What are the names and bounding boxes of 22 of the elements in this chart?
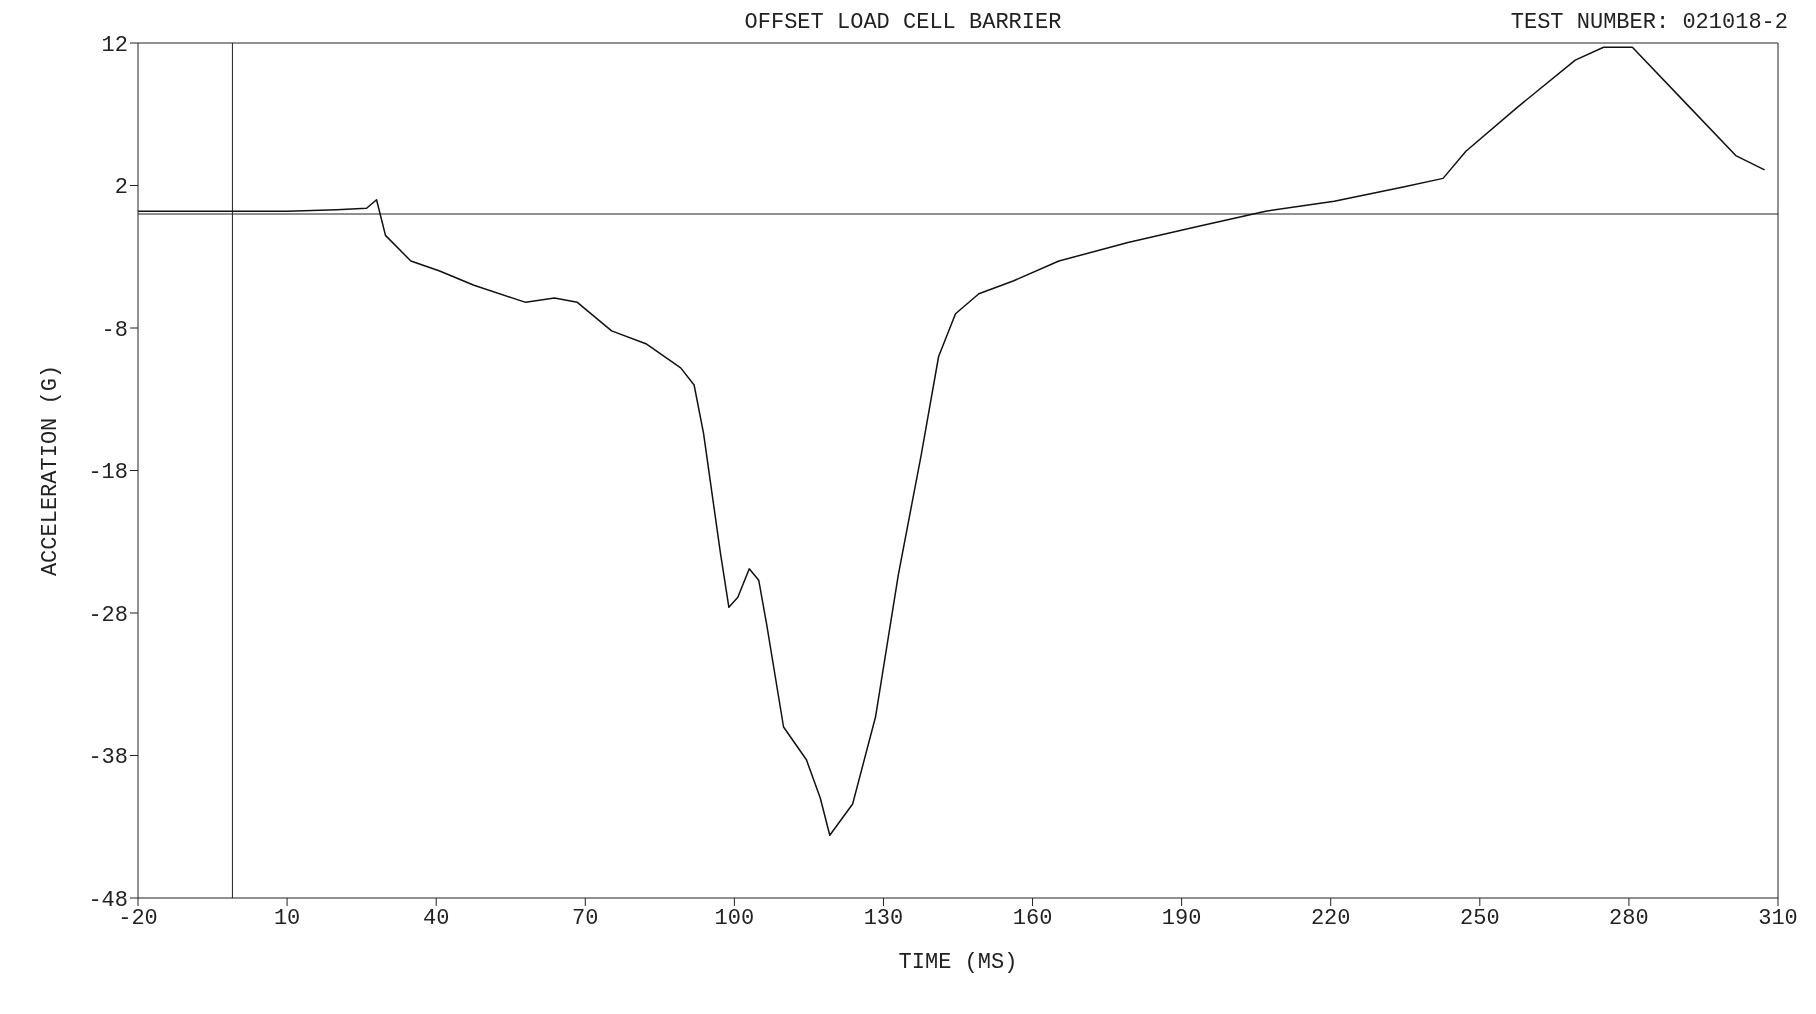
line-series bbox=[138, 46, 1766, 837]
x-tick-label: 250 bbox=[1460, 905, 1500, 931]
y-tick-label: -38 bbox=[88, 745, 128, 771]
chart-title: OFFSET LOAD CELL BARRIER bbox=[744, 10, 1062, 35]
text: TEST NUMBER: 021018-2 bbox=[1510, 10, 1788, 35]
x-tick-label: 220 bbox=[1310, 905, 1351, 931]
x-tick-label: 310 bbox=[1758, 905, 1798, 931]
x-tick-label: 190 bbox=[1161, 905, 1202, 931]
y-tick-label: -8 bbox=[101, 317, 128, 343]
y-tick-label: 12 bbox=[101, 32, 128, 58]
x-axis-title: TIME (MS) bbox=[898, 950, 1018, 975]
x-tick-label: 130 bbox=[863, 905, 904, 931]
x-tick-label: 70 bbox=[572, 905, 599, 931]
x-tick-label: 280 bbox=[1609, 905, 1649, 931]
x-tick-label: 40 bbox=[422, 905, 450, 931]
x-tick-label: 10 bbox=[273, 905, 301, 931]
y-tick-label: 2 bbox=[114, 175, 128, 201]
y-tick-label: -28 bbox=[88, 602, 128, 628]
x-tick-label: 100 bbox=[714, 905, 755, 931]
y-axis-title: ACCELERATION (G) bbox=[37, 364, 63, 577]
y-tick-label: -18 bbox=[88, 460, 128, 486]
x-tick-label: 160 bbox=[1012, 905, 1053, 931]
